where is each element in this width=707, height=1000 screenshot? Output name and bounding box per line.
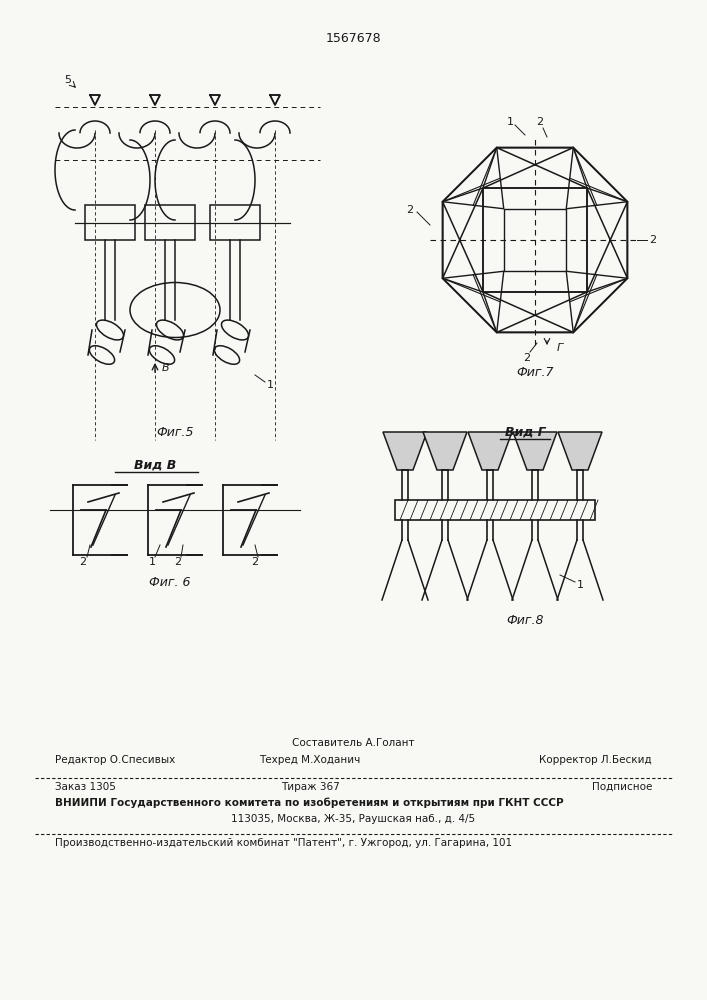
Bar [483, 188, 587, 292]
Text: Производственно-издательский комбинат "Патент", г. Ужгород, ул. Гагарина, 101: Производственно-издательский комбинат "П… [55, 838, 512, 848]
Text: 1: 1 [148, 557, 156, 567]
Polygon shape [513, 432, 557, 470]
Text: Редактор О.Спесивых: Редактор О.Спесивых [55, 755, 175, 765]
Text: ВНИИПИ Государственного комитета по изобретениям и открытиям при ГКНТ СССР: ВНИИПИ Государственного комитета по изоб… [55, 798, 563, 808]
Polygon shape [468, 432, 512, 470]
Text: 2: 2 [79, 557, 86, 567]
Text: 2: 2 [252, 557, 259, 567]
Text: Фиг. 6: Фиг. 6 [149, 576, 191, 588]
Text: Корректор Л.Бескид: Корректор Л.Бескид [539, 755, 652, 765]
Bar [210, 205, 260, 240]
Bar [395, 500, 595, 520]
Polygon shape [423, 432, 467, 470]
Text: В: В [162, 363, 170, 373]
Text: 1: 1 [576, 580, 583, 590]
Text: 113035, Москва, Ж-35, Раушская наб., д. 4/5: 113035, Москва, Ж-35, Раушская наб., д. … [231, 814, 475, 824]
Bar [504, 209, 566, 271]
Text: Заказ 1305: Заказ 1305 [55, 782, 116, 792]
Text: 1: 1 [506, 117, 513, 127]
Text: 1567678: 1567678 [325, 32, 381, 45]
Text: Г: Г [557, 343, 563, 353]
Text: Фиг.7: Фиг.7 [516, 365, 554, 378]
Text: Подписное: Подписное [592, 782, 652, 792]
Text: 2: 2 [537, 117, 544, 127]
Text: Вид В: Вид В [134, 458, 176, 472]
Text: Техред М.Ходанич: Техред М.Ходанич [259, 755, 361, 765]
Text: 2: 2 [175, 557, 182, 567]
Text: Составитель А.Голант: Составитель А.Голант [292, 738, 414, 748]
Text: Фиг.5: Фиг.5 [156, 426, 194, 438]
Bar [145, 205, 195, 240]
Polygon shape [558, 432, 602, 470]
Text: 5: 5 [64, 75, 71, 85]
Bar [85, 205, 135, 240]
Text: Фиг.8: Фиг.8 [506, 613, 544, 626]
Text: 1: 1 [267, 380, 274, 390]
Polygon shape [383, 432, 427, 470]
Text: 2: 2 [407, 205, 414, 215]
Text: 2: 2 [523, 353, 530, 363]
Text: Вид Г: Вид Г [505, 426, 545, 438]
Text: Тираж 367: Тираж 367 [281, 782, 339, 792]
Text: 2: 2 [650, 235, 657, 245]
